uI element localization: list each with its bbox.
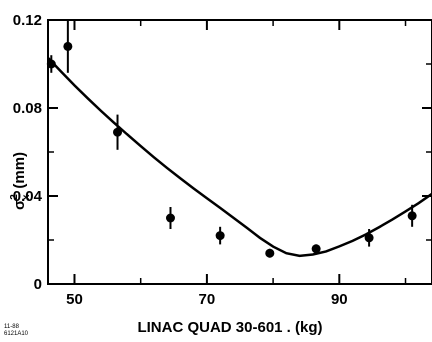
corner-note-line-1: 11-88	[4, 324, 20, 330]
data-point	[165, 207, 175, 229]
y-axis-label-unit: (mm)	[11, 152, 28, 189]
data-marker	[63, 41, 73, 51]
data-marker	[311, 244, 321, 254]
data-point	[265, 248, 275, 258]
y-tick-label: 0.04	[13, 188, 43, 205]
y-axis-label-symbol: σ	[11, 200, 28, 210]
data-point	[46, 55, 56, 73]
y-tick-label: 0.08	[13, 100, 42, 117]
y-axis-label-superscript: 2	[9, 194, 20, 200]
y-tick-label: 0	[34, 276, 42, 293]
data-marker	[364, 233, 374, 243]
axis-ticks	[48, 19, 432, 285]
data-point	[407, 204, 417, 227]
data-point	[113, 114, 123, 150]
x-tick-label: 90	[331, 291, 348, 308]
data-point	[311, 244, 321, 254]
corner-note-line-2: 6121A10	[4, 331, 29, 337]
y-axis-label-subscript: x	[21, 194, 32, 200]
data-marker	[165, 213, 175, 223]
data-points	[46, 20, 417, 258]
data-marker	[265, 248, 275, 258]
data-marker	[407, 211, 417, 221]
x-tick-label: 70	[199, 291, 216, 308]
data-point	[63, 20, 73, 73]
fit-curve	[47, 56, 432, 258]
axis-tick-labels: 0 0.04 0.08 0.12 50 70 90	[13, 12, 348, 308]
svg-text:σ2x(mm): σ2x (mm)	[9, 152, 32, 210]
y-tick-label: 0.12	[13, 12, 42, 29]
data-marker	[113, 127, 123, 137]
x-axis-label: LINAC QUAD 30-601 . (kg)	[137, 319, 322, 336]
data-point	[215, 226, 225, 245]
data-marker	[215, 231, 225, 241]
data-marker	[46, 59, 56, 69]
plot-frame	[47, 19, 432, 285]
x-tick-label: 50	[66, 291, 83, 308]
plot-area	[47, 19, 432, 285]
data-point	[364, 229, 374, 247]
y-axis-label: σ2x (mm)	[9, 152, 32, 210]
